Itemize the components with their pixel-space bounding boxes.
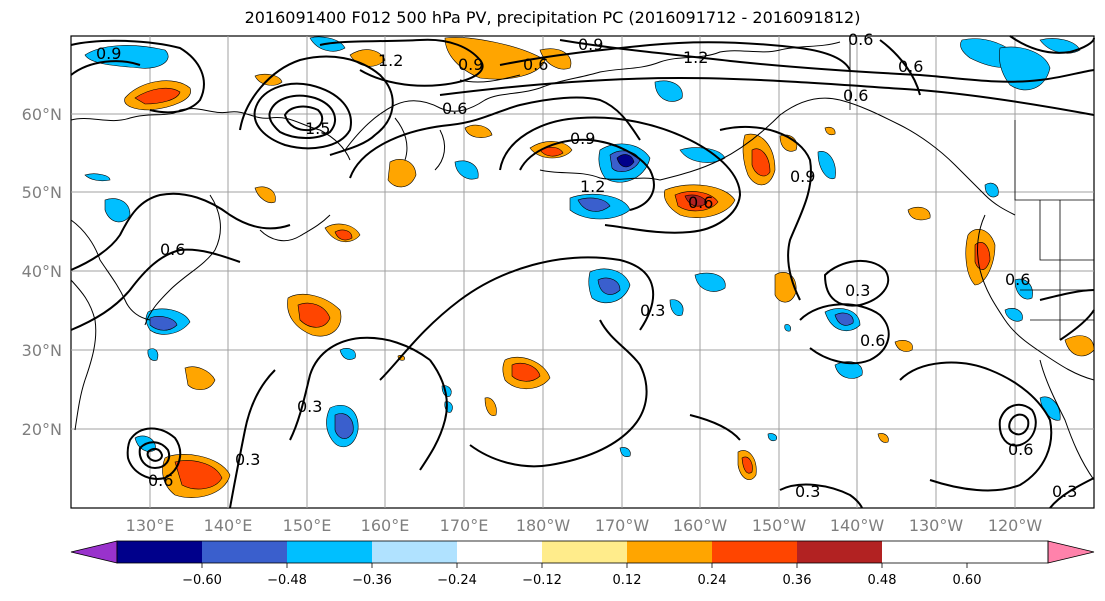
contour-label: 0.9 bbox=[458, 55, 483, 74]
contour-label: 0.3 bbox=[795, 482, 820, 501]
lat-label: 60°N bbox=[22, 105, 62, 124]
lon-label: 160°W bbox=[673, 516, 728, 535]
colorbar-tick-marks bbox=[201, 563, 968, 568]
contour-label: 0.3 bbox=[1052, 482, 1077, 501]
contour-label: 0.9 bbox=[570, 129, 595, 148]
longitude-labels: 130°E 140°E 150°E 160°E 170°E 180°W 170°… bbox=[126, 516, 1043, 535]
lon-label: 160°E bbox=[361, 516, 410, 535]
colorbar-tick-label: 0.36 bbox=[783, 573, 812, 588]
lon-label: 180°W bbox=[516, 516, 571, 535]
colorbar-tick-label: 0.24 bbox=[698, 573, 727, 588]
contour-label: 0.6 bbox=[860, 331, 885, 350]
colorbar-tick-label: 0.60 bbox=[953, 573, 982, 588]
contour-label: 0.6 bbox=[523, 55, 548, 74]
colorbar-segment bbox=[287, 541, 372, 563]
colorbar-tick-label: −0.48 bbox=[267, 573, 307, 588]
contour-label: 0.6 bbox=[898, 57, 923, 76]
contour-label: 0.6 bbox=[688, 193, 713, 212]
contour-label: 1.2 bbox=[378, 51, 403, 70]
latitude-labels: 60°N 50°N 40°N 30°N 20°N bbox=[22, 105, 62, 439]
precip-shading bbox=[84, 36, 1095, 498]
boundaries bbox=[849, 36, 1094, 340]
colorbar-segment bbox=[542, 541, 627, 563]
contour-label: 0.9 bbox=[790, 167, 815, 186]
contour-label: 0.6 bbox=[442, 99, 467, 118]
colorbar-tick-label: −0.12 bbox=[522, 573, 562, 588]
contour-label: 0.9 bbox=[578, 35, 603, 54]
contour-label: 0.6 bbox=[1008, 440, 1033, 459]
lat-label: 20°N bbox=[22, 420, 62, 439]
colorbar-tick-label: 0.12 bbox=[613, 573, 642, 588]
colorbar-segment bbox=[457, 541, 542, 563]
colorbar-segment bbox=[372, 541, 457, 563]
contour-label: 0.3 bbox=[235, 450, 260, 469]
map-frame bbox=[70, 35, 1095, 509]
lon-label: 150°W bbox=[752, 516, 807, 535]
lon-label: 140°E bbox=[204, 516, 253, 535]
map-panel: 0.9 1.2 0.9 0.6 1.2 0.9 0.6 1.5 0.6 0.9 … bbox=[22, 30, 1095, 535]
colorbar-tick-label: −0.36 bbox=[352, 573, 392, 588]
colorbar-segment bbox=[627, 541, 712, 563]
lat-label: 50°N bbox=[22, 183, 62, 202]
colorbar-segment bbox=[117, 541, 202, 563]
lon-label: 130°W bbox=[909, 516, 964, 535]
graticule bbox=[71, 36, 1094, 508]
colorbar: −0.60 −0.48 −0.36 −0.24 −0.12 0.12 0.24 … bbox=[70, 540, 1095, 588]
contour-label: 0.6 bbox=[148, 471, 173, 490]
contour-labels: 0.9 1.2 0.9 0.6 1.2 0.9 0.6 1.5 0.6 0.9 … bbox=[96, 30, 1077, 501]
contour-label: 1.5 bbox=[305, 119, 330, 138]
colorbar-frame bbox=[116, 540, 1049, 564]
colorbar-segment bbox=[797, 541, 882, 563]
lat-label: 40°N bbox=[22, 262, 62, 281]
lon-label: 170°W bbox=[595, 516, 650, 535]
contour-label: 0.3 bbox=[640, 301, 665, 320]
colorbar-tick-label: −0.24 bbox=[437, 573, 477, 588]
colorbar-segment bbox=[712, 541, 797, 563]
coastlines bbox=[70, 41, 1095, 481]
lon-label: 170°E bbox=[440, 516, 489, 535]
contour-label: 0.6 bbox=[160, 240, 185, 259]
colorbar-extension-low bbox=[70, 540, 118, 564]
colorbar-segment bbox=[202, 541, 287, 563]
contour-label: 1.2 bbox=[580, 177, 605, 196]
colorbar-extension-high bbox=[1047, 540, 1095, 564]
contour-label: 1.2 bbox=[683, 48, 708, 67]
colorbar-tick-label: −0.60 bbox=[182, 573, 222, 588]
map-title: 2016091400 F012 500 hPa PV, precipitatio… bbox=[244, 8, 861, 27]
lon-label: 150°E bbox=[283, 516, 332, 535]
lon-label: 130°E bbox=[126, 516, 175, 535]
lon-label: 120°W bbox=[988, 516, 1043, 535]
contour-label: 0.3 bbox=[845, 281, 870, 300]
contour-label: 0.9 bbox=[96, 44, 121, 63]
colorbar-tick-label: 0.48 bbox=[868, 573, 897, 588]
contour-label: 0.6 bbox=[1005, 270, 1030, 289]
lat-label: 30°N bbox=[22, 341, 62, 360]
contour-label: 0.3 bbox=[297, 397, 322, 416]
contour-label: 0.6 bbox=[843, 86, 868, 105]
lon-label: 140°W bbox=[830, 516, 885, 535]
pv-contours bbox=[70, 35, 1095, 509]
contour-label: 0.6 bbox=[848, 30, 873, 49]
